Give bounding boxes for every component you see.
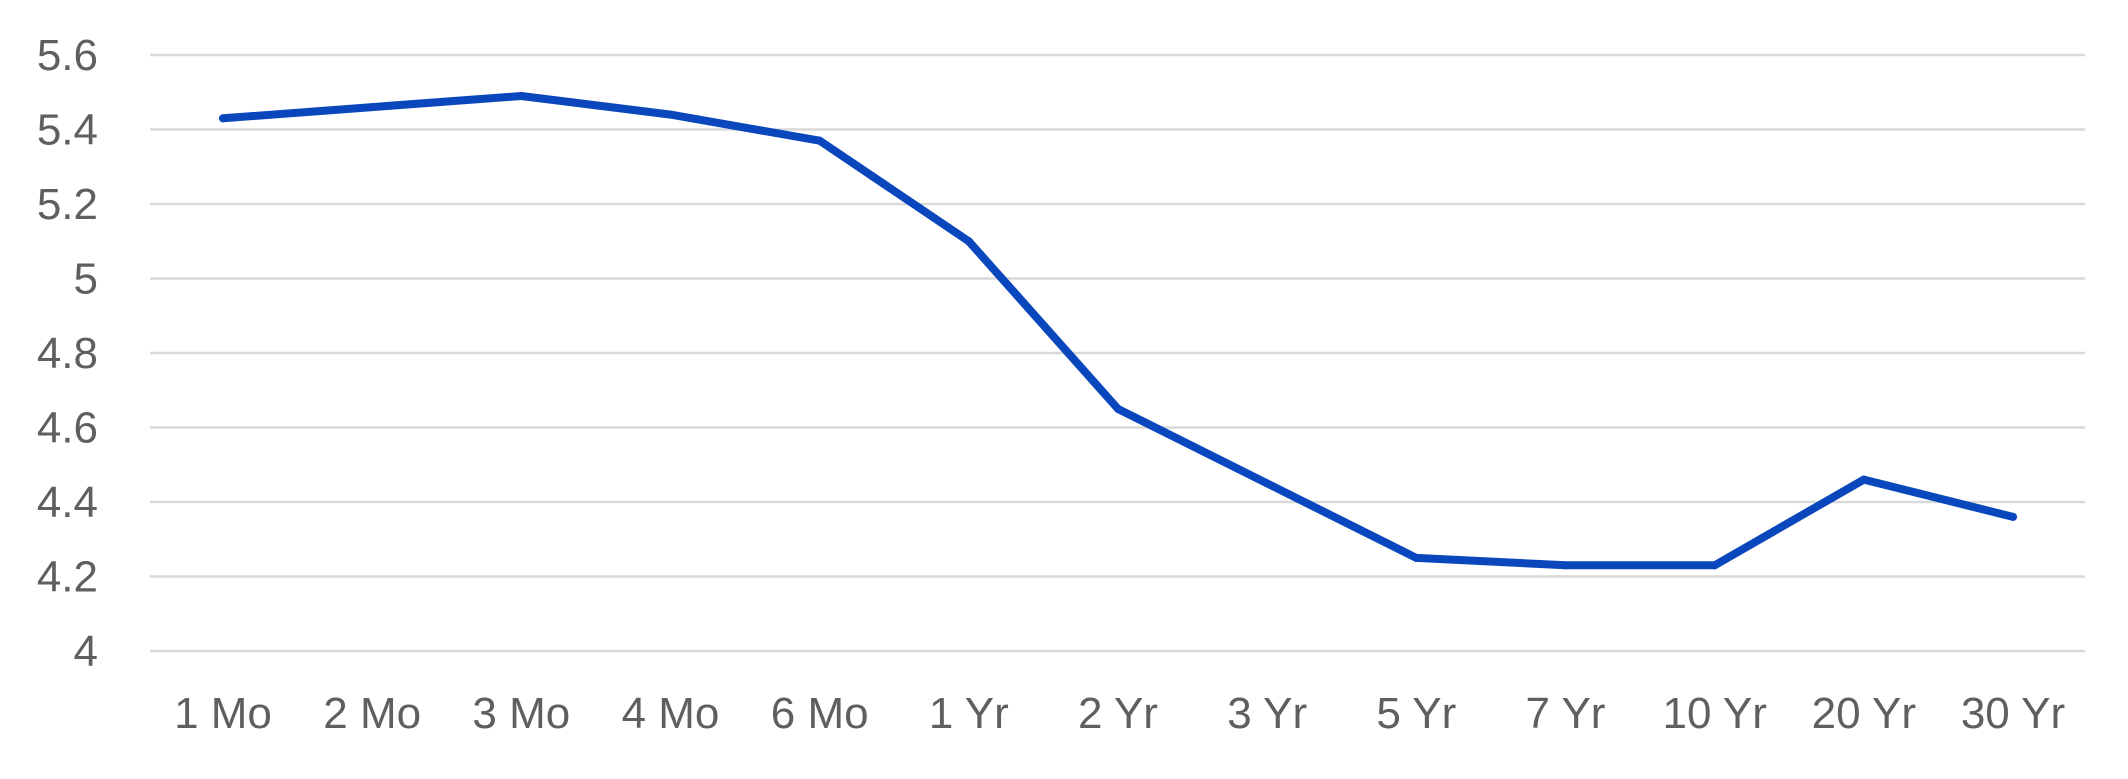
data-point (1561, 561, 1570, 570)
x-tick-label: 3 Mo (472, 689, 570, 738)
data-point (964, 237, 973, 246)
data-point (815, 136, 824, 145)
x-tick-label: 7 Yr (1526, 689, 1606, 738)
y-tick-label: 4.2 (37, 553, 98, 602)
y-tick-label: 4.8 (37, 329, 98, 378)
data-point (1263, 479, 1272, 488)
x-tick-label: 2 Yr (1078, 689, 1158, 738)
data-point (1859, 475, 1868, 484)
x-tick-label: 10 Yr (1662, 689, 1766, 738)
y-tick-label: 4 (74, 627, 98, 676)
y-axis-tick-labels: 4 4.2 4.4 4.6 4.8 5 5.2 5.4 5.6 (37, 31, 98, 676)
x-tick-label: 30 Yr (1961, 689, 2065, 738)
data-point (2009, 512, 2017, 521)
x-tick-label: 5 Yr (1376, 689, 1456, 738)
x-tick-label: 6 Mo (771, 689, 869, 738)
x-tick-label: 4 Mo (622, 689, 720, 738)
y-tick-label: 4.6 (37, 404, 98, 453)
y-tick-label: 5.6 (37, 31, 98, 80)
x-tick-label: 20 Yr (1812, 689, 1916, 738)
series-layer (219, 91, 2017, 570)
gridlines (150, 53, 2085, 653)
series-line (219, 92, 2017, 570)
data-point (517, 91, 526, 100)
x-tick-label: 3 Yr (1227, 689, 1307, 738)
data-point (1710, 561, 1719, 570)
data-point (1114, 404, 1122, 413)
x-axis-tick-labels: 1 Mo 2 Mo 3 Mo 4 Mo 6 Mo 1 Yr 2 Yr 3 Yr 5 Yr 7 Yr… (174, 689, 2065, 738)
y-tick-label: 5 (74, 255, 98, 304)
data-point (1412, 553, 1421, 562)
y-tick-label: 5.4 (37, 106, 98, 155)
x-tick-label: 1 Mo (174, 689, 272, 738)
data-point (368, 103, 377, 112)
x-tick-label: 1 Yr (929, 689, 1009, 738)
y-tick-label: 4.4 (37, 478, 98, 527)
data-point (219, 114, 227, 123)
data-point (666, 110, 675, 119)
x-tick-label: 2 Mo (323, 689, 421, 738)
y-tick-label: 5.2 (37, 180, 98, 229)
